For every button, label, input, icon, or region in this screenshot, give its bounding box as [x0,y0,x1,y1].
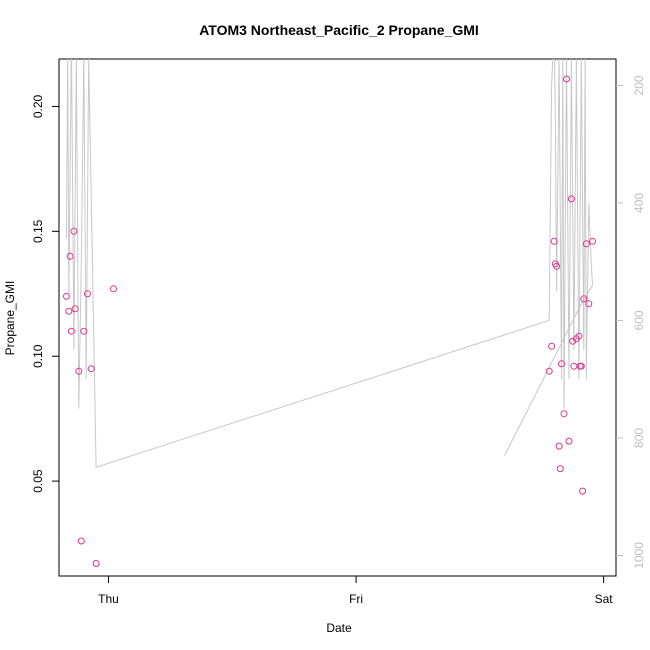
data-point [563,75,570,83]
data-point [65,307,73,315]
y-tick-label: 0.20 [31,94,45,118]
data-point [570,362,578,370]
y2-axis: 200 400 600 800 1000 [616,75,646,569]
data-points [62,75,596,567]
data-point [66,252,74,260]
plot-frame [58,58,617,577]
y2-tick-label: 1000 [632,542,646,569]
data-point [75,367,83,375]
data-point [577,362,585,370]
data-point [70,227,78,235]
data-point [62,292,70,300]
data-point [589,237,596,245]
y2-tick-label: 600 [632,310,646,330]
data-point [585,300,593,308]
pressure-line [65,59,594,468]
x-tick-label: Fri [349,592,363,606]
data-point [550,237,558,245]
data-point [579,487,587,495]
x-tick-label: Thu [98,592,119,606]
x-tick-label: Sat [595,592,614,606]
data-point [560,410,568,418]
data-point [565,437,573,445]
data-point [567,195,575,203]
data-point [575,332,583,340]
y-axis-label: Propane_GMI [3,281,17,356]
y-axis: 0.05 0.10 0.15 0.20 [31,94,59,493]
data-point [558,360,565,368]
x-axis-label: Date [326,621,352,635]
data-point [77,537,85,545]
data-point [71,305,79,313]
pressure-polyline [65,59,594,468]
data-point [582,240,590,248]
data-point [555,442,563,450]
data-point [556,465,564,473]
chart-title: ATOM3 Northeast_Pacific_2 Propane_GMI [199,22,479,38]
data-point [580,295,588,303]
data-point [92,560,100,567]
y-tick-label: 0.10 [31,344,45,368]
data-point [87,365,95,373]
y-tick-label: 0.05 [31,469,45,493]
data-point [553,262,561,270]
x-axis: Thu Fri Sat [98,575,614,606]
data-point [67,327,75,335]
data-point [80,327,88,335]
y2-tick-label: 400 [632,193,646,213]
y2-tick-label: 800 [632,428,646,448]
data-point [545,367,553,375]
data-point [548,342,556,350]
data-point [84,290,91,298]
y-tick-label: 0.15 [31,219,45,243]
y2-tick-label: 200 [632,75,646,95]
data-point [110,285,117,293]
